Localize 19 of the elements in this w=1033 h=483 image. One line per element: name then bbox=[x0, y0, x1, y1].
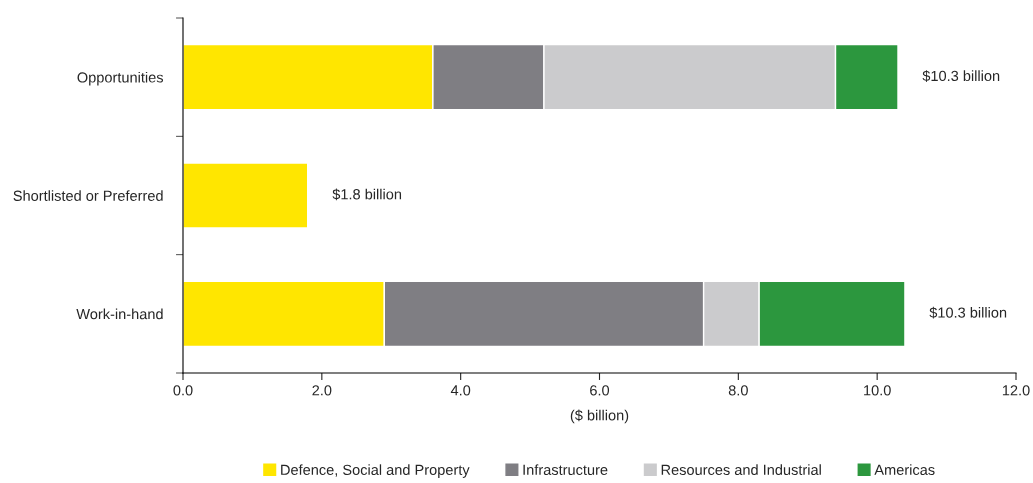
x-tick-label: 4.0 bbox=[450, 385, 471, 396]
x-tick-label: 12.0 bbox=[1002, 385, 1030, 396]
total-label: $10.3 billion bbox=[922, 70, 1000, 82]
x-tick-label: 6.0 bbox=[590, 385, 610, 396]
legend-label: Defence, Social and Property bbox=[281, 464, 470, 478]
x-tick-label: 0.0 bbox=[173, 385, 193, 396]
total-label: $10.3 billion bbox=[929, 306, 1007, 319]
x-tick-label: 10.0 bbox=[864, 385, 891, 396]
legend-label: Resources and Industrial bbox=[661, 464, 821, 476]
y-tick-label: Opportunities bbox=[77, 71, 164, 86]
x-axis-title: ($ billion) bbox=[570, 409, 629, 424]
y-tick-label: Work-in-hand bbox=[76, 308, 163, 320]
legend-label: Americas bbox=[874, 464, 935, 476]
total-label: $1.8 billion bbox=[332, 188, 402, 201]
x-tick-label: 8.0 bbox=[728, 385, 748, 396]
legend-label: Infrastructure bbox=[523, 464, 608, 476]
y-tick-label: Shortlisted or Preferred bbox=[13, 190, 163, 201]
bar bbox=[183, 162, 309, 229]
x-tick-label: 2.0 bbox=[312, 385, 332, 396]
